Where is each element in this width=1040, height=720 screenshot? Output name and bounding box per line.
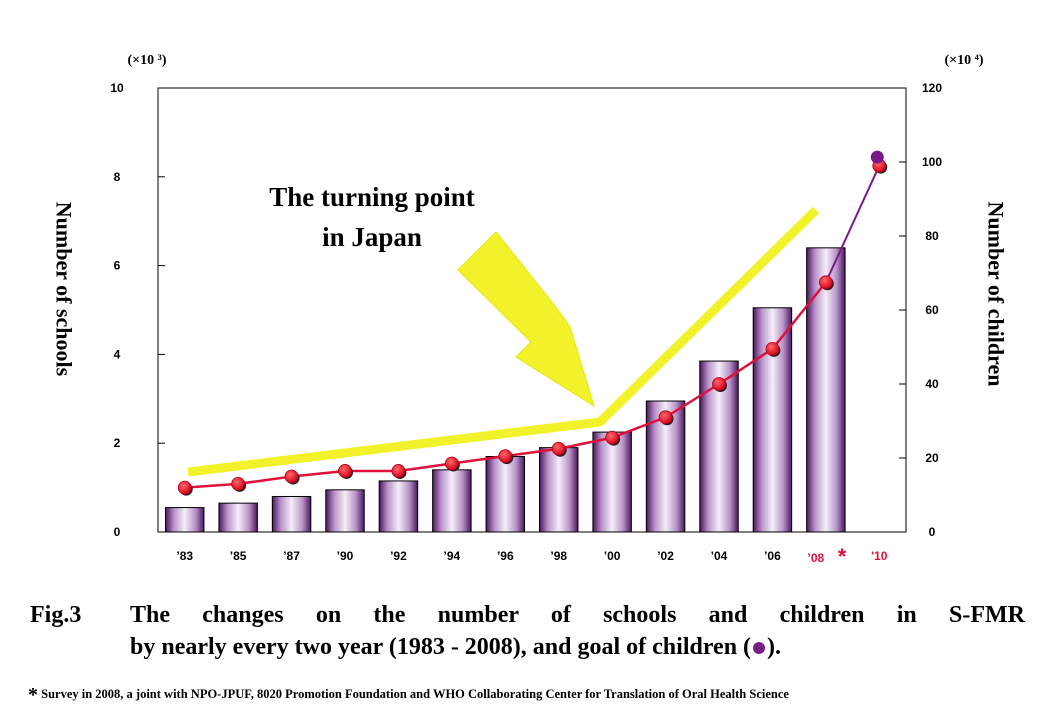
- right-tick-label: 60: [925, 303, 939, 317]
- x-tick-label: ’90: [337, 549, 354, 563]
- right-axis-multiplier: (×10 ⁴): [945, 53, 984, 68]
- school-bar: [806, 247, 846, 533]
- children-point: [284, 469, 299, 484]
- school-bar: [485, 456, 526, 533]
- right-tick-label: 120: [922, 81, 942, 95]
- school-bar: [164, 507, 205, 533]
- left-tick-label: 10: [110, 81, 124, 95]
- goal-projection-line: [824, 165, 881, 283]
- school-bar: [325, 489, 365, 533]
- x-tick-label: ’92: [390, 549, 407, 563]
- turning-point-label-line2: in Japan: [322, 222, 422, 252]
- left-tick-label: 2: [114, 436, 121, 450]
- children-point: [391, 464, 406, 478]
- caption-line-2: by nearly every two year (1983 - 2008), …: [130, 632, 781, 662]
- right-tick-label: 0: [929, 525, 936, 539]
- trend-highlight-line: [187, 206, 820, 477]
- x-tick-label: ’83: [176, 549, 193, 563]
- school-bar: [271, 495, 312, 533]
- x-tick-label: ’00: [604, 549, 621, 563]
- children-point: [712, 377, 726, 391]
- right-tick-label: 80: [925, 229, 939, 243]
- x-axis-ticks: ’83 ’85 ’87 ’90 ’92 ’94 ’96 ’98 ’00 ’02 ’04 ’06 ’08 '…: [176, 549, 887, 565]
- footnote-text: Survey in 2008, a joint with NPO-JPUF, 8…: [41, 687, 789, 701]
- x-tick-label: '10: [871, 549, 888, 563]
- left-tick-label: 6: [114, 259, 121, 273]
- goal-point: [870, 150, 884, 164]
- left-axis-multiplier: (×10 ³): [128, 53, 167, 68]
- school-bar: [538, 447, 579, 533]
- footnote-asterisk: *: [28, 684, 38, 706]
- right-axis-ticks: 0 20 40 60 80 100 120: [899, 81, 942, 539]
- children-point: [551, 441, 566, 456]
- right-axis-title: Number of children: [984, 202, 1009, 387]
- school-bar: [378, 480, 419, 533]
- x-tick-label: ’04: [711, 549, 728, 563]
- children-point: [498, 449, 513, 464]
- school-bar: [218, 502, 258, 533]
- children-point: [177, 480, 192, 495]
- x-tick-label: ’94: [444, 549, 461, 563]
- school-bar: [752, 307, 793, 533]
- x-tick-label: ’08: [808, 551, 825, 565]
- figure-label: Fig.3: [30, 602, 82, 628]
- x-tick-label: ’85: [230, 549, 247, 563]
- caption-line-2-text: by nearly every two year (1983 - 2008), …: [130, 634, 752, 660]
- children-point: [231, 476, 246, 491]
- caption-line-1: The changes on the number of schools and…: [130, 602, 1025, 628]
- turning-point-arrow: [457, 231, 595, 408]
- x-tick-label: ’98: [550, 549, 567, 563]
- goal-dot-icon: [753, 642, 766, 655]
- left-tick-label: 0: [114, 525, 121, 539]
- x-tick-label: ’02: [657, 549, 674, 563]
- school-bar: [592, 431, 632, 533]
- children-point: [338, 464, 352, 478]
- children-point: [818, 275, 833, 290]
- children-line: [177, 150, 888, 496]
- children-point: [765, 341, 780, 356]
- right-tick-label: 100: [922, 155, 942, 169]
- right-tick-label: 40: [925, 377, 939, 391]
- turning-point-label-line1: The turning point: [269, 182, 475, 212]
- left-axis-ticks: 0 2 4 6 8 10: [110, 81, 165, 539]
- caption-line-2-end: ).: [767, 634, 782, 660]
- x-tick-label: ’06: [764, 549, 781, 563]
- left-axis-title: Number of schools: [52, 202, 77, 377]
- x-tick-label: ’96: [497, 549, 514, 563]
- x-tick-label: ’87: [283, 549, 300, 563]
- survey-asterisk: *: [838, 544, 847, 569]
- left-tick-label: 4: [114, 347, 121, 361]
- right-tick-label: 20: [925, 451, 939, 465]
- left-tick-label: 8: [114, 170, 121, 184]
- children-point: [605, 430, 620, 445]
- children-point: [658, 410, 673, 425]
- school-bar: [432, 469, 472, 533]
- children-point: [444, 456, 459, 471]
- footnote: * Survey in 2008, a joint with NPO-JPUF,…: [28, 684, 789, 707]
